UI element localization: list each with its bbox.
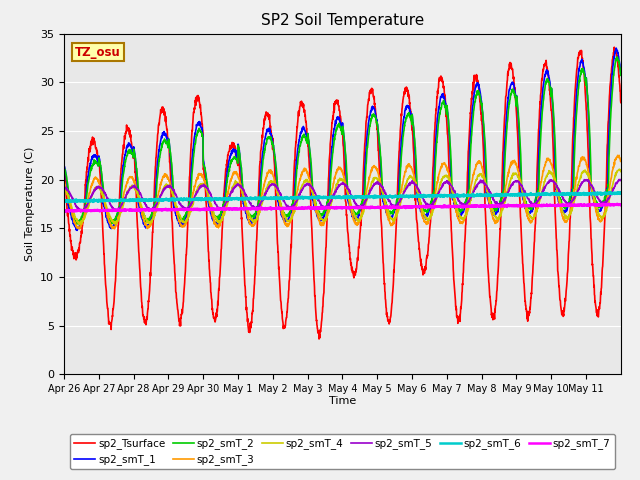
sp2_smT_7 xyxy=(116,208,124,214)
sp2_smT_6 xyxy=(73,199,81,205)
sp2_smT_6 xyxy=(60,197,68,203)
sp2_smT_1 xyxy=(376,150,384,156)
sp2_Tsurface xyxy=(236,168,244,174)
Line: sp2_smT_6: sp2_smT_6 xyxy=(64,192,621,202)
sp2_Tsurface xyxy=(116,193,124,199)
Y-axis label: Soil Temperature (C): Soil Temperature (C) xyxy=(24,147,35,261)
sp2_smT_4 xyxy=(236,184,244,190)
sp2_smT_4 xyxy=(60,186,68,192)
sp2_smT_1 xyxy=(542,70,550,76)
Line: sp2_smT_7: sp2_smT_7 xyxy=(64,204,621,212)
Line: sp2_Tsurface: sp2_Tsurface xyxy=(64,47,621,339)
sp2_smT_5 xyxy=(542,183,550,189)
sp2_smT_1 xyxy=(116,205,124,211)
sp2_Tsurface xyxy=(510,80,518,86)
sp2_Tsurface xyxy=(60,166,68,172)
sp2_smT_4 xyxy=(609,180,617,186)
sp2_smT_5 xyxy=(617,177,625,182)
sp2_smT_4 xyxy=(510,172,518,178)
sp2_smT_3 xyxy=(617,158,625,164)
sp2_smT_7 xyxy=(376,204,384,210)
Line: sp2_smT_1: sp2_smT_1 xyxy=(64,48,621,230)
sp2_smT_5 xyxy=(376,182,384,188)
sp2_Tsurface xyxy=(609,55,617,61)
sp2_smT_7 xyxy=(60,208,68,214)
sp2_smT_6 xyxy=(236,195,244,201)
sp2_smT_2 xyxy=(542,81,550,87)
Line: sp2_smT_3: sp2_smT_3 xyxy=(64,156,621,229)
sp2_smT_7 xyxy=(510,203,518,208)
sp2_smT_5 xyxy=(77,209,84,215)
sp2_smT_4 xyxy=(542,175,550,181)
sp2_smT_7 xyxy=(542,203,550,208)
sp2_Tsurface xyxy=(611,44,618,50)
sp2_smT_7 xyxy=(61,209,68,215)
sp2_smT_2 xyxy=(613,54,621,60)
sp2_smT_1 xyxy=(510,84,518,89)
sp2_smT_2 xyxy=(60,165,68,171)
sp2_smT_6 xyxy=(510,192,518,197)
sp2_smT_2 xyxy=(609,80,617,85)
sp2_smT_4 xyxy=(617,168,625,174)
sp2_smT_3 xyxy=(76,226,84,232)
sp2_smT_5 xyxy=(60,184,68,190)
sp2_smT_1 xyxy=(609,62,617,68)
sp2_smT_3 xyxy=(236,180,244,186)
sp2_smT_5 xyxy=(609,187,617,192)
sp2_smT_5 xyxy=(236,183,244,189)
sp2_smT_3 xyxy=(510,158,518,164)
Legend: sp2_Tsurface, sp2_smT_1, sp2_smT_2, sp2_smT_3, sp2_smT_4, sp2_smT_5, sp2_smT_6, : sp2_Tsurface, sp2_smT_1, sp2_smT_2, sp2_… xyxy=(70,434,614,469)
sp2_smT_7 xyxy=(609,202,617,207)
sp2_smT_3 xyxy=(609,165,617,170)
sp2_smT_3 xyxy=(376,179,384,184)
sp2_smT_6 xyxy=(609,190,617,196)
sp2_smT_7 xyxy=(236,206,244,212)
sp2_smT_6 xyxy=(542,190,550,196)
sp2_smT_3 xyxy=(542,159,550,165)
Title: SP2 Soil Temperature: SP2 Soil Temperature xyxy=(260,13,424,28)
sp2_smT_1 xyxy=(73,228,81,233)
sp2_smT_3 xyxy=(60,179,68,184)
sp2_smT_2 xyxy=(617,72,625,78)
sp2_smT_5 xyxy=(116,205,124,211)
sp2_smT_4 xyxy=(76,221,84,227)
sp2_smT_5 xyxy=(510,179,518,185)
sp2_smT_1 xyxy=(612,45,620,51)
sp2_smT_4 xyxy=(116,213,124,219)
sp2_smT_6 xyxy=(617,190,625,195)
sp2_smT_2 xyxy=(376,147,384,153)
sp2_smT_1 xyxy=(60,161,68,167)
Text: TZ_osu: TZ_osu xyxy=(75,46,121,59)
sp2_smT_2 xyxy=(116,203,124,209)
sp2_smT_7 xyxy=(604,201,612,206)
sp2_smT_3 xyxy=(615,153,623,158)
sp2_smT_4 xyxy=(376,181,384,187)
sp2_Tsurface xyxy=(316,336,323,342)
sp2_smT_4 xyxy=(616,167,623,172)
sp2_smT_2 xyxy=(236,155,244,161)
sp2_smT_3 xyxy=(116,210,124,216)
Line: sp2_smT_2: sp2_smT_2 xyxy=(64,57,621,224)
X-axis label: Time: Time xyxy=(329,396,356,406)
sp2_Tsurface xyxy=(376,189,384,194)
sp2_smT_6 xyxy=(376,194,384,200)
Line: sp2_smT_5: sp2_smT_5 xyxy=(64,180,621,212)
sp2_smT_1 xyxy=(617,72,625,78)
sp2_smT_1 xyxy=(236,156,244,162)
sp2_Tsurface xyxy=(617,100,625,106)
sp2_smT_2 xyxy=(510,91,518,96)
sp2_smT_5 xyxy=(617,177,625,183)
sp2_Tsurface xyxy=(542,61,550,67)
Line: sp2_smT_4: sp2_smT_4 xyxy=(64,169,621,224)
sp2_smT_7 xyxy=(617,202,625,208)
sp2_smT_6 xyxy=(116,198,124,204)
sp2_smT_2 xyxy=(74,221,82,227)
sp2_smT_6 xyxy=(614,189,621,195)
